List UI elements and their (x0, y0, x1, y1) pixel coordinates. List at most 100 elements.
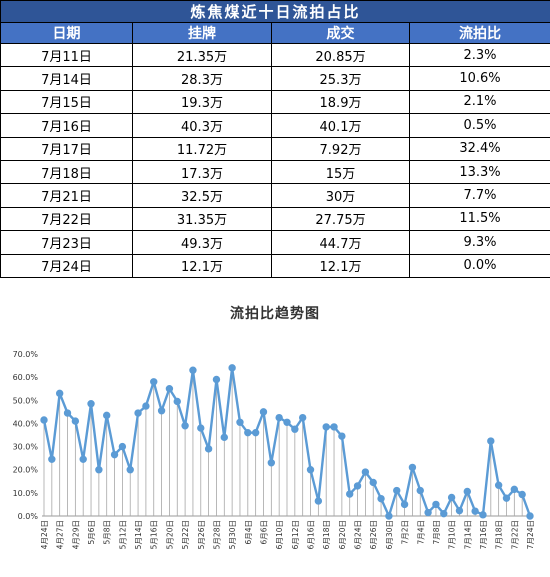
y-tick-label: 70.0% (13, 350, 39, 359)
table-row: 7月15日 19.3万 18.9万 2.1% (0, 89, 550, 115)
cell-listed: 49.3万 (132, 230, 272, 255)
data-point (322, 423, 330, 431)
data-point (479, 511, 487, 519)
cell-ratio: 0.0% (408, 253, 550, 278)
data-point (204, 445, 213, 453)
data-point (510, 485, 519, 494)
data-point (95, 466, 103, 474)
cell-listed: 21.35万 (132, 42, 272, 68)
x-tick-label: 7月4日 (416, 520, 425, 545)
cell-date: 7月15日 (0, 89, 133, 115)
y-tick-label: 60.0% (13, 373, 39, 382)
data-point (212, 375, 221, 384)
cell-listed: 31.35万 (132, 206, 272, 232)
data-point (118, 442, 127, 451)
header-date: 日期 (0, 22, 133, 44)
cell-traded: 30万 (271, 183, 410, 208)
data-point (236, 418, 244, 426)
x-tick-label: 6月10日 (275, 520, 284, 549)
x-tick-label: 4月29日 (71, 520, 80, 549)
x-tick-label: 7月14日 (463, 520, 472, 549)
x-tick-label: 7月10日 (448, 520, 457, 549)
x-tick-label: 6月12日 (291, 520, 300, 549)
x-tick-label: 6月30日 (385, 520, 394, 549)
cell-listed: 32.5万 (132, 183, 272, 208)
chart-title: 流拍比趋势图 (230, 306, 320, 322)
data-point (463, 487, 471, 496)
data-point (150, 378, 158, 386)
table-row: 7月17日 11.72万 7.92万 32.4% (0, 136, 550, 161)
table-title: 炼焦煤近十日流拍占比 (0, 0, 550, 23)
data-point (487, 437, 495, 445)
data-point (393, 486, 401, 495)
data-point (87, 400, 95, 408)
table-header-row: 日期 挂牌 成交 流拍比 (0, 22, 550, 44)
data-point (165, 385, 174, 393)
data-point (471, 507, 479, 515)
data-point (220, 433, 228, 442)
data-point (518, 490, 526, 499)
y-tick-label: 20.0% (13, 466, 39, 475)
data-point (126, 466, 134, 474)
cell-listed: 12.1万 (132, 253, 272, 278)
data-point (259, 408, 268, 416)
data-point (244, 428, 252, 437)
data-point (306, 466, 315, 474)
data-point (377, 494, 385, 503)
data-point (408, 463, 417, 472)
data-point (228, 364, 236, 372)
data-point (189, 366, 197, 374)
data-point (298, 413, 307, 422)
data-point (71, 417, 80, 425)
data-point (432, 500, 440, 509)
x-tick-label: 5月26日 (197, 520, 206, 549)
data-point (314, 497, 323, 505)
cell-ratio: 2.1% (408, 89, 550, 115)
data-point (197, 424, 205, 432)
data-point (63, 409, 72, 417)
cell-listed: 40.3万 (132, 113, 272, 138)
x-tick-label: 6月16日 (307, 520, 316, 549)
x-tick-label: 6月18日 (322, 520, 331, 549)
x-tick-label: 7月2日 (401, 520, 410, 545)
cell-traded: 27.75万 (271, 206, 410, 232)
x-tick-label: 5月16日 (150, 520, 159, 549)
cell-traded: 20.85万 (271, 42, 410, 68)
x-tick-label: 6月26日 (369, 520, 378, 549)
x-tick-label: 6月20日 (338, 520, 347, 549)
x-tick-label: 5月30日 (228, 520, 237, 549)
x-tick-label: 6月24日 (354, 520, 363, 549)
table-row: 7月18日 17.3万 15万 13.3% (0, 159, 550, 185)
data-point (173, 397, 181, 406)
cell-date: 7月17日 (0, 136, 133, 161)
x-tick-label: 4月27日 (56, 520, 65, 549)
data-point (134, 409, 142, 417)
x-tick-label: 6月4日 (244, 520, 253, 545)
data-point (267, 459, 276, 467)
cell-traded: 18.9万 (271, 89, 410, 115)
x-tick-label: 5月6日 (87, 520, 96, 545)
table-row: 7月24日 12.1万 12.1万 0.0% (0, 253, 550, 278)
x-tick-label: 4月24日 (40, 520, 49, 549)
cell-date: 7月22日 (0, 206, 133, 232)
data-point (353, 482, 362, 490)
y-tick-label: 10.0% (13, 489, 39, 498)
data-point (103, 411, 111, 420)
x-tick-label: 5月28日 (212, 520, 221, 549)
data-point (283, 418, 291, 426)
cell-ratio: 11.5% (408, 206, 550, 232)
data-point (424, 508, 432, 517)
x-tick-label: 7月18日 (495, 520, 504, 549)
data-point (110, 450, 119, 459)
cell-date: 7月24日 (0, 253, 133, 278)
y-tick-label: 50.0% (13, 396, 39, 405)
cell-ratio: 32.4% (408, 136, 550, 161)
data-point (400, 500, 409, 509)
data-point (361, 468, 370, 476)
data-point (251, 428, 260, 437)
cell-ratio: 7.7% (408, 183, 550, 208)
data-point (55, 389, 64, 398)
y-tick-label: 30.0% (13, 443, 39, 452)
cell-traded: 40.1万 (271, 113, 410, 138)
